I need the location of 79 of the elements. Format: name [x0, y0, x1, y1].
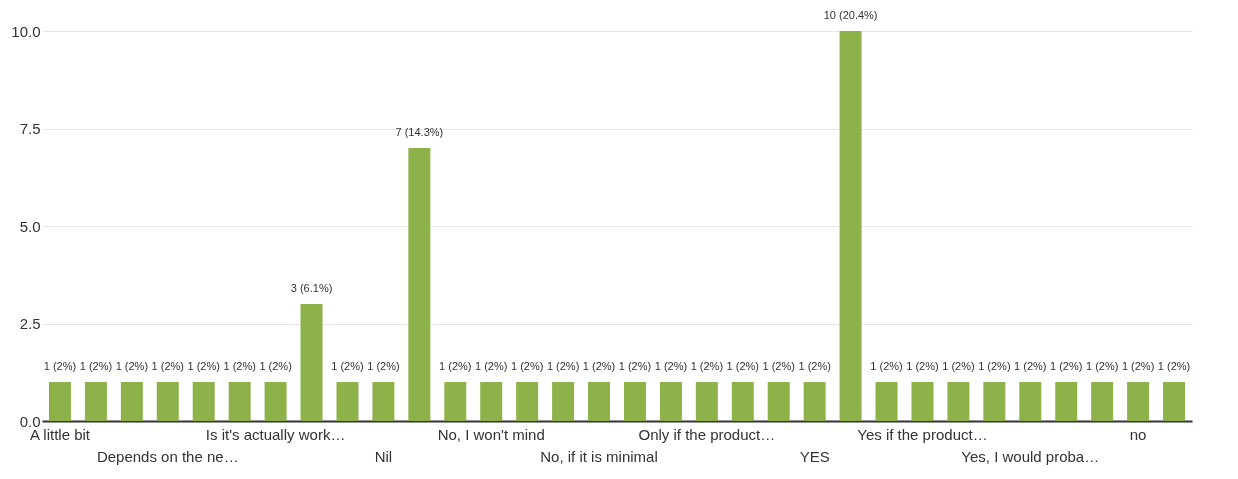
bar — [408, 148, 431, 421]
x-tick-label: no — [1129, 425, 1147, 443]
bar — [911, 382, 934, 421]
data-label: 1 (2%) — [259, 360, 292, 372]
data-label: 1 (2%) — [1014, 360, 1047, 372]
bar — [372, 382, 395, 421]
data-label: 1 (2%) — [79, 360, 113, 372]
bar — [120, 382, 143, 421]
data-label: 1 (2%) — [618, 360, 652, 372]
bar — [444, 382, 467, 421]
data-label: 1 (2%) — [906, 360, 939, 372]
data-label: 1 (2%) — [331, 360, 364, 372]
bar — [516, 382, 539, 421]
bar — [983, 382, 1006, 421]
bar — [623, 382, 646, 421]
data-label: 1 (2%) — [475, 360, 508, 372]
x-tick-label: YES — [799, 447, 830, 465]
bar — [1055, 382, 1078, 421]
data-label: 1 (2%) — [942, 360, 975, 372]
x-tick-label: Only if the product… — [638, 425, 776, 443]
data-label: 1 (2%) — [43, 360, 77, 372]
bar — [767, 382, 790, 421]
data-label: 1 (2%) — [726, 360, 759, 372]
data-label: 1 (2%) — [115, 360, 149, 372]
bar — [480, 382, 503, 421]
x-tick-label: Yes if the product… — [857, 425, 988, 443]
bar — [947, 382, 970, 421]
data-label: 1 (2%) — [546, 360, 580, 372]
bar — [1091, 382, 1114, 421]
data-label: 1 (2%) — [1050, 360, 1083, 372]
y-tick-label: 2.5 — [19, 315, 41, 332]
bar — [1127, 382, 1150, 421]
bar — [875, 382, 898, 421]
bar — [264, 382, 287, 421]
data-label: 1 (2%) — [978, 360, 1011, 372]
data-label: 1 (2%) — [510, 360, 544, 372]
data-label: 1 (2%) — [151, 360, 184, 372]
data-label: 1 (2%) — [187, 360, 220, 372]
bar — [1019, 382, 1042, 421]
data-label: 1 (2%) — [367, 360, 400, 372]
data-label: 1 (2%) — [582, 360, 616, 372]
data-label: 1 (2%) — [762, 360, 795, 372]
bar — [588, 382, 611, 421]
data-label: 1 (2%) — [1121, 360, 1155, 372]
x-tick-label: Depends on the ne… — [96, 447, 239, 465]
bar — [803, 382, 826, 421]
data-label: 1 (2%) — [439, 360, 472, 372]
data-label: 1 (2%) — [690, 360, 724, 372]
data-label: 1 (2%) — [1157, 360, 1191, 372]
data-label: 7 (14.3%) — [395, 126, 444, 138]
data-label: 1 (2%) — [1085, 360, 1119, 372]
bar — [228, 382, 251, 421]
bar — [300, 304, 323, 421]
x-tick-label: Yes, I would proba… — [961, 447, 1100, 465]
bar — [192, 382, 215, 421]
bar — [659, 382, 682, 421]
bar — [336, 382, 359, 421]
y-tick-label: 7.5 — [19, 120, 41, 137]
bar — [156, 382, 179, 421]
data-label: 1 (2%) — [870, 360, 903, 372]
bar — [48, 382, 71, 421]
y-tick-label: 5.0 — [19, 217, 41, 235]
y-tick-label: 0.0 — [19, 412, 41, 430]
bar — [1163, 382, 1186, 421]
bar — [839, 31, 862, 421]
x-tick-label: No, if it is minimal — [540, 447, 658, 465]
data-label: 10 (20.4%) — [823, 9, 878, 21]
data-label: 1 (2%) — [798, 360, 831, 372]
data-label: 3 (6.1%) — [290, 282, 333, 294]
data-label: 1 (2%) — [223, 360, 256, 372]
bar — [552, 382, 575, 421]
bar — [731, 382, 754, 421]
x-tick-label: No, I won't mind — [437, 425, 545, 443]
y-tick-label: 10.0 — [11, 22, 41, 40]
x-tick-label: Is it's actually work… — [205, 425, 346, 443]
data-label: 1 (2%) — [654, 360, 688, 372]
bar — [695, 382, 718, 421]
bar — [84, 382, 107, 421]
x-tick-label: Nil — [374, 447, 393, 465]
